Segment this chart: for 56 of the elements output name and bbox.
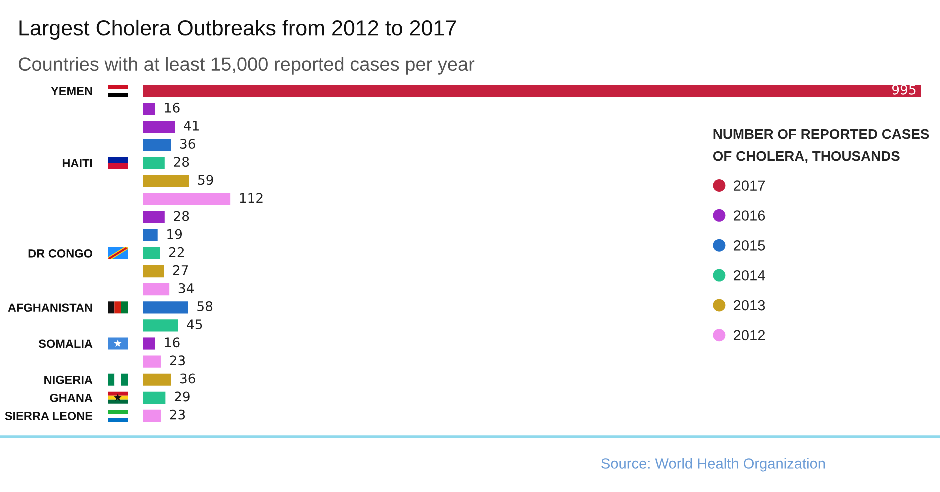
source-note: Source: World Health Organization — [602, 458, 826, 472]
data-label: 22 — [170, 247, 184, 258]
data-label: 28 — [174, 157, 190, 168]
legend-label: 2017 — [734, 180, 766, 191]
y-tick-label: NIGERIA — [44, 376, 93, 384]
bar — [143, 392, 166, 404]
bar — [143, 139, 172, 152]
y-tick-label: SIERRA LEONE — [5, 412, 93, 420]
data-label: 36 — [180, 374, 196, 384]
chart-subtitle: Countries with at least 15,000 reported cases per year — [18, 57, 475, 75]
bar — [143, 211, 165, 224]
legend-title: NUMBER OF REPORTED CASES OF CHOLERA, THOUSANDS — [713, 129, 930, 164]
data-label: 29 — [174, 392, 190, 402]
bar — [143, 320, 178, 332]
bar — [143, 229, 158, 242]
bar — [143, 356, 161, 368]
legend-label: 2013 — [734, 300, 766, 311]
bar — [143, 302, 188, 314]
data-label: 27 — [173, 265, 188, 276]
legend-label: 2016 — [734, 210, 766, 221]
bar — [143, 121, 176, 134]
y-tick-label: HAITI — [62, 159, 92, 168]
bar — [143, 338, 156, 350]
data-label: 23 — [170, 356, 186, 366]
data-label: 59 — [198, 175, 214, 186]
data-label: 36 — [180, 139, 196, 150]
legend-label: 2015 — [734, 240, 766, 251]
data-label: 41 — [184, 121, 199, 131]
bar — [143, 157, 165, 170]
data-label: 995 — [892, 84, 916, 95]
data-label: 112 — [240, 193, 263, 203]
y-tick-label: DR CONGO — [28, 250, 93, 258]
data-label: 34 — [178, 283, 194, 294]
bar — [143, 84, 921, 98]
bar — [143, 374, 172, 386]
data-label: 16 — [165, 338, 180, 348]
data-label: 16 — [165, 102, 180, 113]
bar — [143, 175, 190, 188]
y-tick-label: AFGHANISTAN — [8, 304, 92, 312]
data-label: 28 — [174, 211, 190, 222]
bar — [143, 266, 164, 278]
bar — [143, 410, 161, 422]
bar — [143, 247, 160, 260]
legend-label: 2014 — [734, 270, 766, 281]
bar — [143, 103, 156, 116]
legend-label: 2012 — [734, 330, 766, 341]
bar — [143, 193, 231, 206]
data-label: 58 — [198, 302, 213, 312]
y-tick-label: YEMEN — [51, 87, 92, 96]
data-label: 45 — [187, 320, 202, 330]
data-label: 23 — [170, 410, 186, 420]
y-tick-label: GHANA — [50, 394, 93, 402]
y-tick-label: SOMALIA — [38, 340, 93, 348]
bar — [143, 284, 170, 296]
data-label: 19 — [168, 229, 182, 240]
chart-title: Largest Cholera Outbreaks from 2012 to 2017 — [20, 20, 456, 40]
